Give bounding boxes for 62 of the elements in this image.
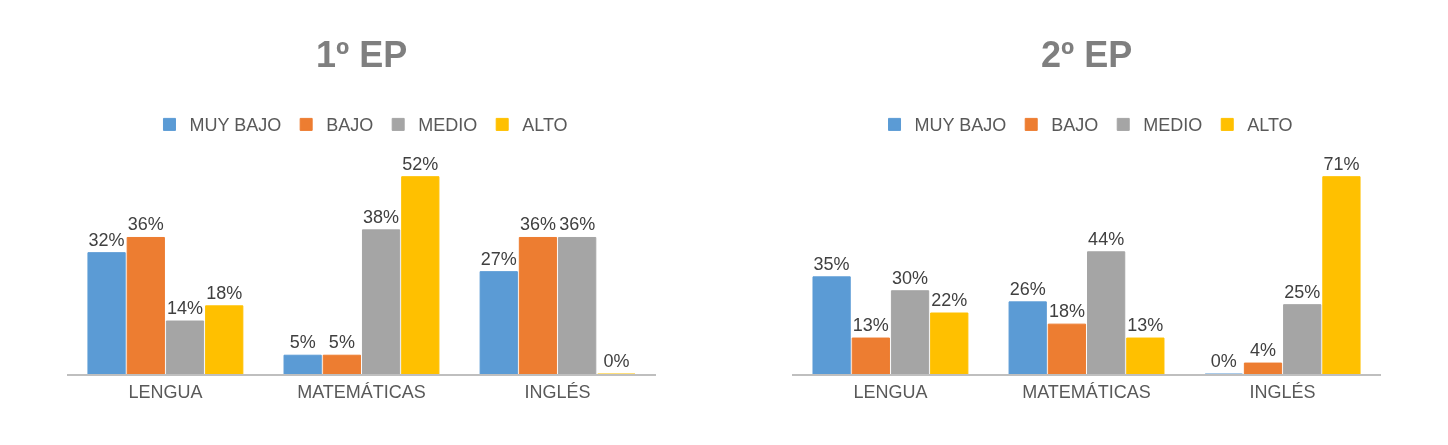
data-label: 30% (892, 267, 929, 288)
bar (930, 312, 969, 375)
bar (1087, 251, 1126, 375)
data-label: 18% (1048, 301, 1085, 322)
legend-label: MEDIO (1143, 115, 1203, 136)
x-tick-label: LENGUA (128, 381, 203, 402)
bar (126, 236, 165, 375)
bar (1243, 362, 1283, 375)
legend-label: MUY BAJO (189, 115, 282, 136)
data-label: 13% (852, 315, 889, 336)
chart-title: 2º EP (1041, 34, 1133, 75)
legend-label: MUY BAJO (914, 115, 1007, 136)
legend-label: BAJO (1051, 115, 1099, 136)
legend-label: MEDIO (418, 115, 478, 136)
x-tick-label: INGLÉS (1249, 381, 1316, 402)
data-label: 32% (88, 229, 125, 250)
data-label: 5% (328, 332, 355, 353)
x-tick-label: MATEMÁTICAS (297, 381, 426, 402)
data-label: 22% (931, 290, 968, 310)
data-label: 44% (1088, 228, 1125, 249)
data-label: 0% (1210, 351, 1237, 372)
data-label: 26% (1009, 278, 1046, 299)
data-label: 36% (519, 214, 556, 235)
legend-label: ALTO (522, 115, 568, 136)
legend-label: BAJO (326, 115, 374, 136)
x-tick-label: LENGUA (853, 381, 928, 402)
bar (518, 236, 558, 375)
bar (1008, 301, 1047, 375)
bar (1047, 323, 1087, 375)
chart-title: 1º EP (316, 34, 408, 75)
data-label: 0% (603, 351, 630, 372)
data-label: 52% (402, 153, 439, 174)
data-label: 71% (1323, 153, 1360, 174)
x-tick-label: MATEMÁTICAS (1022, 381, 1151, 402)
data-label: 4% (1249, 340, 1276, 361)
bar (479, 271, 518, 375)
data-label: 36% (127, 214, 164, 235)
bar (165, 320, 205, 375)
data-label: 18% (206, 282, 243, 303)
data-label: 25% (1284, 281, 1321, 302)
bar (1283, 304, 1322, 375)
bar (812, 276, 851, 375)
bar (851, 337, 890, 375)
data-label: 14% (166, 298, 204, 319)
data-label: 38% (363, 206, 400, 227)
data-label: 36% (559, 214, 596, 235)
data-label: 35% (813, 253, 850, 274)
bar (322, 354, 361, 375)
x-tick-label: INGLÉS (524, 381, 591, 402)
bar (361, 229, 401, 375)
data-label: 5% (289, 332, 316, 353)
bar (558, 236, 597, 375)
bar (87, 252, 126, 375)
bar (401, 176, 440, 375)
data-label: 27% (480, 248, 517, 269)
legend-label: ALTO (1247, 115, 1293, 136)
bar (890, 290, 930, 375)
bar (205, 305, 244, 375)
bar (283, 354, 322, 375)
data-label: 13% (1127, 315, 1164, 336)
bar (1126, 337, 1165, 375)
bar (1322, 176, 1361, 375)
